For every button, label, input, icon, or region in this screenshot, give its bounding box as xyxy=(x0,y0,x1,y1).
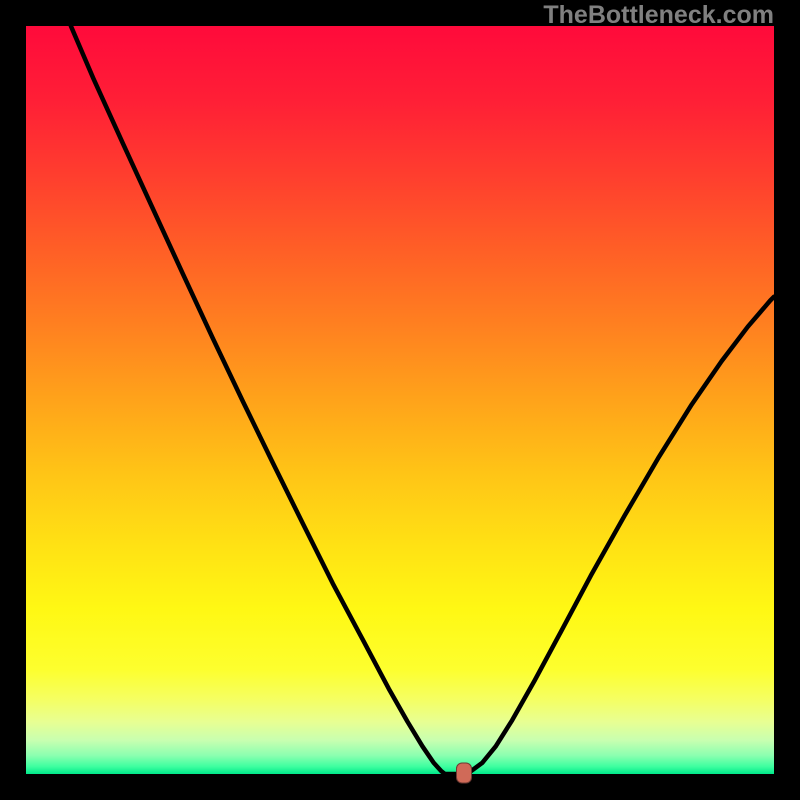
chart-container: TheBottleneck.com xyxy=(0,0,800,800)
bottleneck-curve xyxy=(71,26,774,774)
optimum-marker xyxy=(456,763,472,784)
curve-layer xyxy=(26,26,774,774)
watermark-text: TheBottleneck.com xyxy=(543,1,774,30)
plot-area xyxy=(26,26,774,774)
